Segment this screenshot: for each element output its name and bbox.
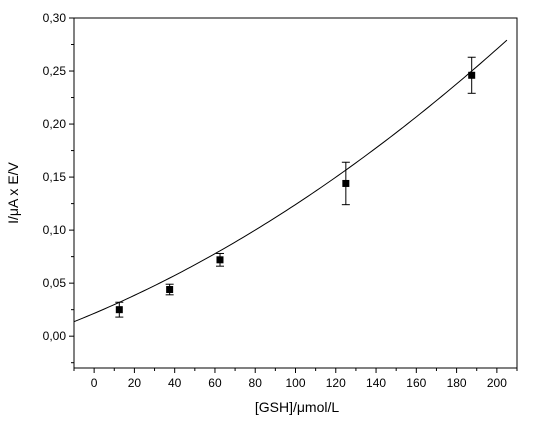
point-marker	[115, 306, 123, 314]
point-marker	[342, 179, 350, 187]
point-marker	[216, 256, 224, 264]
x-tick-label: 80	[249, 376, 263, 390]
data-point	[165, 283, 174, 296]
data-point	[467, 56, 476, 94]
x-tick-label: 180	[447, 376, 467, 390]
point-marker	[166, 286, 174, 294]
x-tick-label: 100	[285, 376, 305, 390]
data-point	[115, 301, 124, 318]
x-tick-label: 0	[91, 376, 98, 390]
y-axis-ticks: 0,00 0,05 0,10 0,15 0,20 0,25 0,30	[43, 11, 74, 364]
point-marker	[468, 71, 476, 79]
x-tick-label: 20	[128, 376, 142, 390]
y-tick-label: 0,25	[43, 64, 67, 78]
x-tick-label: 60	[208, 376, 222, 390]
y-tick-label: 0,10	[43, 223, 67, 237]
y-tick-label: 0,05	[43, 276, 67, 290]
fit-curve	[73, 39, 508, 323]
y-axis-title: I/μA x E/V	[5, 161, 21, 223]
x-axis-title: [GSH]/μmol/L	[255, 399, 340, 415]
plot-frame	[73, 17, 518, 369]
x-tick-label: 40	[168, 376, 182, 390]
x-tick-label: 140	[366, 376, 386, 390]
y-tick-label: 0,30	[43, 11, 67, 25]
data-point	[341, 161, 350, 206]
y-tick-label: 0,15	[43, 170, 67, 184]
x-tick-label: 200	[487, 376, 507, 390]
x-tick-label: 160	[406, 376, 426, 390]
y-tick-label: 0,20	[43, 117, 67, 131]
x-axis-ticks: 0 20 40 60 80 100 120 140 160 180 200	[73, 368, 518, 390]
y-tick-label: 0,00	[43, 329, 67, 343]
x-tick-label: 120	[326, 376, 346, 390]
data-points	[115, 56, 476, 318]
data-point	[215, 252, 224, 267]
